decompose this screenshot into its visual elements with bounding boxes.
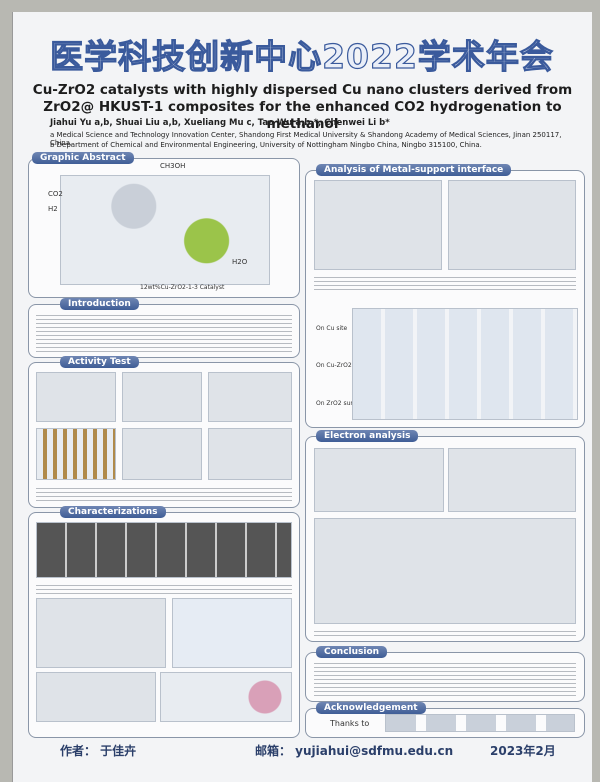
figure-label: H2O: [232, 258, 248, 266]
plot: [122, 428, 202, 480]
footer-author: 作者： 于佳卉: [60, 744, 137, 758]
plot: [36, 372, 116, 422]
plot: [208, 372, 292, 422]
section-heading: Characterizations: [60, 506, 166, 518]
plot: [36, 428, 116, 480]
caption: [36, 582, 292, 594]
row-label: On Cu-ZrO2 interface: [316, 362, 381, 369]
logos: [385, 714, 575, 732]
plot: [314, 180, 442, 270]
title: Cu-ZrO2 catalysts with highly dispersed …: [32, 82, 573, 132]
plot: [122, 372, 202, 422]
authors: Jiahui Yu a,b, Shuai Liu a,b, Xueliang M…: [50, 118, 390, 128]
footer-email: 邮箱： yujiahui@sdfmu.edu.cn: [255, 744, 454, 758]
figure-label: 12wt%Cu-ZrO2-1-3 Catalyst: [140, 284, 225, 291]
figure-label: CO2: [48, 190, 63, 198]
figure-label: H2: [48, 205, 58, 213]
text-block: [314, 660, 576, 698]
plot: [314, 448, 444, 512]
plot: [208, 428, 292, 480]
figure-label: CH3OH: [160, 162, 186, 170]
section-heading: Activity Test: [60, 356, 139, 368]
section-heading: Analysis of Metal-support interface: [316, 164, 512, 176]
energy-profile: [314, 518, 576, 624]
plot: [160, 672, 292, 722]
footer-date: 2023年2月: [490, 744, 556, 758]
caption: [314, 628, 576, 638]
thanks: Thanks to: [330, 719, 370, 728]
section-heading: Conclusion: [316, 646, 388, 658]
affiliation: a Medical Science and Technology Innovat…: [50, 131, 562, 147]
micrographs: [36, 522, 292, 578]
abstract-figure: [60, 175, 270, 285]
plot: [36, 598, 166, 668]
plot: [448, 448, 576, 512]
section-heading: Introduction: [60, 298, 139, 310]
section-heading: Graphic Abstract: [32, 152, 134, 164]
text-block: [36, 312, 292, 352]
affiliation: b Department of Chemical and Environment…: [50, 141, 482, 149]
section-heading: Acknowledgement: [316, 702, 426, 714]
section-heading: Electron analysis: [316, 430, 419, 442]
caption: [36, 485, 292, 503]
row-label: On Cu site: [316, 325, 348, 332]
caption: [314, 274, 576, 292]
row-label: On ZrO2 surface: [316, 400, 366, 407]
banner: 医学科技创新中心2022学术年会: [49, 36, 554, 76]
adsorption-structures: [352, 308, 578, 420]
structures: [172, 598, 292, 668]
plot: [36, 672, 156, 722]
plot: [448, 180, 576, 270]
